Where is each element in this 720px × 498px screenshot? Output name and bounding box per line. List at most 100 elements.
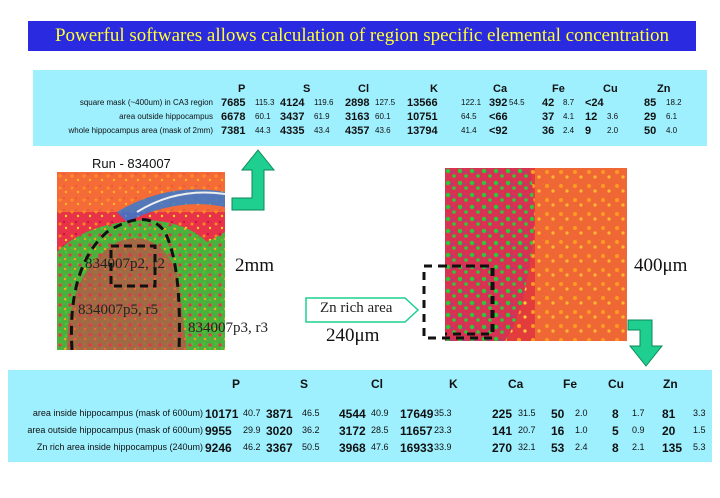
- mask-label-r2: 834007p2, r2: [85, 256, 165, 272]
- top-concentration-table: P S Cl K Ca Fe Cu Zn square mask (~400um) in CA3…: [33, 70, 707, 146]
- error-value: 127.5: [375, 98, 396, 107]
- concentration-value: 4335: [280, 125, 305, 137]
- concentration-value: 50: [644, 125, 657, 137]
- concentration-value: 9955: [205, 424, 232, 438]
- concentration-value: 5: [612, 424, 619, 438]
- concentration-value: 10171: [205, 407, 239, 421]
- concentration-value: 392: [489, 97, 508, 109]
- row-label: area inside hippocampus (mask of 600um): [32, 408, 203, 418]
- error-value: 4.0: [666, 126, 678, 135]
- concentration-value: 4357: [345, 125, 370, 137]
- error-value: 54.5: [509, 98, 525, 107]
- error-value: 28.5: [371, 425, 389, 435]
- concentration-value: 50: [551, 407, 565, 421]
- concentration-value: 141: [492, 424, 513, 438]
- column-header-ca: Ca: [508, 377, 524, 391]
- error-value: 31.5: [518, 408, 536, 418]
- banner-title: Powerful softwares allows calculation of…: [28, 21, 696, 51]
- error-value: 119.6: [314, 98, 334, 107]
- row-label: whole hippocampus area (mask of 2mm): [68, 126, 213, 135]
- concentration-value: 3163: [345, 111, 370, 123]
- concentration-value: <66: [489, 111, 508, 123]
- scale-400um: 400μm: [634, 255, 688, 276]
- error-value: 115.3: [255, 98, 275, 107]
- zn-rich-area-pointer: [305, 297, 419, 323]
- error-value: 1.7: [632, 408, 645, 418]
- concentration-value: 10751: [407, 111, 438, 123]
- error-value: 1.5: [693, 425, 706, 435]
- concentration-value: 36: [542, 125, 555, 137]
- error-value: 46.5: [302, 408, 320, 418]
- concentration-value: 3437: [280, 111, 305, 123]
- error-value: 20.7: [518, 425, 536, 435]
- error-value: 33.9: [434, 442, 452, 452]
- column-header-k: K: [430, 83, 438, 95]
- concentration-value: 42: [542, 97, 555, 109]
- error-value: 44.3: [255, 126, 271, 135]
- error-value: 3.3: [693, 408, 706, 418]
- error-value: 43.6: [375, 126, 391, 135]
- error-value: 6.1: [666, 112, 678, 121]
- error-value: 35.3: [434, 408, 452, 418]
- concentration-value: 16: [551, 424, 565, 438]
- concentration-value: 225: [492, 407, 513, 421]
- concentration-value: 9246: [205, 441, 232, 455]
- error-value: 36.2: [302, 425, 320, 435]
- concentration-value: 4124: [280, 97, 305, 109]
- arrow-to-top-table-icon: [231, 149, 275, 211]
- error-value: 64.5: [461, 112, 477, 121]
- column-header-p: P: [238, 83, 246, 95]
- error-value: 50.5: [302, 442, 320, 452]
- concentration-value: 20: [662, 424, 676, 438]
- error-value: 5.3: [693, 442, 706, 452]
- error-value: 18.2: [666, 98, 682, 107]
- mask-label-r5: 834007p5, r5: [78, 302, 158, 318]
- column-header-fe: Fe: [552, 83, 565, 95]
- concentration-value: 13794: [407, 125, 438, 137]
- concentration-value: 3871: [266, 407, 293, 421]
- column-header-p: P: [232, 377, 241, 391]
- concentration-value: 8: [612, 441, 619, 455]
- column-header-cu: Cu: [608, 377, 624, 391]
- error-value: 32.1: [518, 442, 536, 452]
- error-value: 41.4: [461, 126, 477, 135]
- row-label: area outside hippocampus: [119, 112, 213, 121]
- concentration-value: 3968: [339, 441, 366, 455]
- error-value: 29.9: [243, 425, 261, 435]
- error-value: 4.1: [563, 112, 575, 121]
- error-value: 23.3: [434, 425, 452, 435]
- error-value: 3.6: [607, 112, 619, 121]
- column-header-s: S: [303, 83, 311, 95]
- error-value: 43.4: [314, 126, 330, 135]
- hippocampus-map-2mm: [57, 172, 225, 350]
- mask-label-r3: 834007p3, r3: [188, 320, 268, 336]
- zn-rich-area-label: Zn rich area: [320, 300, 393, 316]
- bottom-concentration-table: P S Cl K Ca Fe Cu Zn area inside hippocampus (ma…: [8, 370, 712, 462]
- error-value: 46.2: [243, 442, 261, 452]
- concentration-value: 9: [585, 125, 592, 137]
- column-header-cl: Cl: [371, 377, 383, 391]
- run-label: Run - 834007: [92, 156, 171, 171]
- column-header-s: S: [300, 377, 309, 391]
- concentration-value: 3367: [266, 441, 293, 455]
- concentration-value: 13566: [407, 97, 438, 109]
- row-label: area outside hippocampus (mask of 600um): [27, 425, 203, 435]
- zn-rich-mask-outline: [422, 264, 494, 340]
- concentration-value: 11657: [400, 424, 433, 438]
- error-value: 2.0: [607, 126, 619, 135]
- error-value: 2.4: [563, 126, 575, 135]
- error-value: 122.1: [461, 98, 482, 107]
- concentration-value: 12: [585, 111, 598, 123]
- concentration-value: 16933: [400, 441, 434, 455]
- concentration-value: 7685: [221, 97, 246, 109]
- concentration-value: 6678: [221, 111, 246, 123]
- error-value: 40.9: [371, 408, 389, 418]
- error-value: 61.9: [314, 112, 330, 121]
- concentration-value: 37: [542, 111, 555, 123]
- error-value: 8.7: [563, 98, 575, 107]
- column-header-zn: Zn: [663, 377, 678, 391]
- scale-240um: 240μm: [326, 325, 380, 346]
- error-value: 2.4: [575, 442, 588, 452]
- error-value: 2.0: [575, 408, 588, 418]
- concentration-value: 4544: [339, 407, 366, 421]
